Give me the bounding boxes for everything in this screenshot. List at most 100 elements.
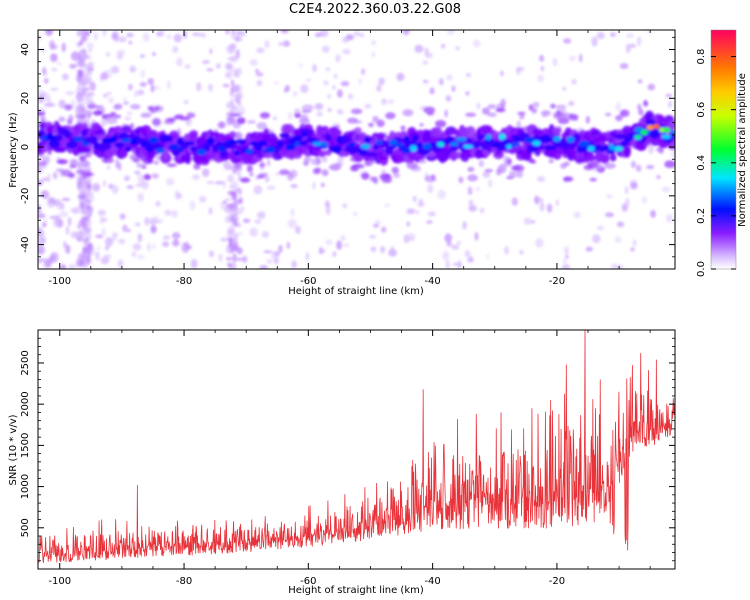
- spectrogram-side-cell: [424, 175, 437, 183]
- spectrogram-peak-cell: [402, 147, 411, 154]
- spectrogram-noise-cell: [283, 89, 289, 93]
- spectrogram-noise-cell: [61, 197, 71, 202]
- spectrogram-noise-cell: [336, 240, 342, 250]
- snr-y-tick-label: 1000: [20, 474, 31, 499]
- spectrogram-noise-cell: [77, 225, 81, 229]
- spectrogram-noise-cell: [99, 216, 104, 225]
- spectrogram-noise-cell: [224, 62, 233, 70]
- figure-title: C2E4.2022.360.03.22.G08: [288, 2, 462, 17]
- spectrogram-noise-cell: [58, 116, 66, 123]
- spectrogram-noise-cell: [630, 247, 635, 252]
- spectrogram-noise-cell: [647, 83, 655, 91]
- spectrogram-noise-cell: [135, 183, 142, 187]
- spectrogram-side-cell: [304, 155, 311, 162]
- spectrogram-noise-cell: [438, 78, 444, 86]
- colorbar-tick-label: 0.0: [696, 261, 707, 277]
- spectrogram-side-cell: [372, 115, 379, 123]
- spectrogram-noise-cell: [94, 31, 98, 41]
- spectrogram-noise-cell: [229, 214, 239, 223]
- colorbar-frame: [710, 29, 737, 270]
- spectrogram-noise-cell: [561, 263, 570, 269]
- spectrogram-peak-cell: [81, 141, 90, 147]
- spectrogram-noise-cell: [422, 79, 429, 84]
- colorbar-gradient: [711, 30, 736, 269]
- spectrogram-noise-cell: [79, 191, 84, 197]
- spectrogram-noise-cell: [58, 99, 66, 109]
- spectrogram-noise-cell: [606, 194, 613, 199]
- spectrogram-noise-cell: [546, 203, 553, 213]
- spectrogram-noise-cell: [238, 196, 243, 204]
- spectrogram-ridge-cell: [623, 146, 631, 158]
- spectrogram-noise-cell: [82, 93, 92, 103]
- spectrogram-noise-cell: [126, 185, 134, 189]
- spectrogram-noise-cell: [134, 90, 138, 98]
- spectrogram-noise-cell: [232, 169, 237, 174]
- spectrogram-side-cell: [77, 163, 82, 170]
- spectrogram-side-cell: [376, 119, 385, 128]
- spectrogram-noise-cell: [102, 93, 108, 98]
- spectrogram-noise-cell: [50, 87, 59, 92]
- spectrogram-side-cell: [555, 104, 567, 110]
- spectrogram-noise-cell: [624, 185, 629, 195]
- spectrogram-noise-cell: [162, 241, 170, 247]
- spectrogram-noise-cell: [352, 212, 358, 216]
- snr-y-tick-label: 2500: [20, 350, 31, 375]
- spectrogram-noise-cell: [539, 55, 545, 62]
- spectrogram-core-cell: [48, 139, 60, 148]
- snr-y-tick-label: 2000: [20, 391, 31, 416]
- spectrogram-side-cell: [43, 102, 56, 107]
- spectrogram-noise-cell: [427, 211, 437, 217]
- spectrogram-noise-cell: [585, 246, 593, 252]
- spectrogram-noise-cell: [294, 225, 301, 234]
- spectrogram-noise-cell: [198, 195, 207, 203]
- spectrogram-noise-cell: [253, 185, 263, 195]
- spectrogram-noise-cell: [384, 203, 390, 208]
- spectrogram-noise-cell: [155, 31, 165, 37]
- spectrogram-core-cell: [114, 142, 125, 148]
- spectrogram-noise-cell: [425, 52, 434, 59]
- spectrogram-noise-cell: [372, 223, 379, 228]
- spectrogram-noise-cell: [442, 250, 450, 261]
- spectrogram-noise-cell: [174, 238, 178, 247]
- spectrogram-noise-cell: [140, 69, 146, 79]
- spectrogram-noise-cell: [648, 144, 655, 154]
- spectrogram-noise-cell: [101, 117, 107, 127]
- spectrogram-side-cell: [541, 110, 548, 118]
- spectrogram-noise-cell: [562, 259, 567, 263]
- spectrogram-noise-cell: [347, 93, 354, 100]
- spectrogram-noise-cell: [182, 241, 190, 246]
- spectrogram-side-cell: [143, 174, 152, 181]
- spectrogram-noise-cell: [537, 74, 544, 83]
- spectrogram-core-cell: [411, 133, 419, 143]
- spectrogram-noise-cell: [69, 159, 77, 164]
- spectrogram-peak-cell: [524, 137, 535, 144]
- spectrogram-peak-cell: [120, 138, 132, 143]
- spectrogram-noise-cell: [152, 85, 160, 91]
- spectrogram-noise-cell: [388, 249, 397, 257]
- spectrogram-noise-cell: [38, 229, 45, 238]
- spectrogram-peak-cell: [422, 143, 432, 150]
- spectrogram-noise-cell: [192, 174, 200, 181]
- spectrogram-noise-cell: [61, 42, 66, 53]
- spectrogram-noise-cell: [234, 209, 239, 217]
- spectrogram-noise-cell: [256, 47, 265, 54]
- snr-y-tick-label: 1500: [20, 433, 31, 458]
- spectrogram-noise-cell: [364, 104, 372, 109]
- spectrogram-noise-cell: [479, 207, 485, 214]
- spectrogram-noise-cell: [596, 31, 605, 40]
- spectrogram-noise-cell: [402, 30, 410, 36]
- snr-y-axis: 500 1000 1500 2000 2500: [20, 337, 675, 562]
- spectrogram-noise-cell: [287, 218, 297, 229]
- spectrogram-noise-cell: [79, 107, 85, 112]
- spectrogram-noise-cell: [42, 66, 47, 76]
- spectrogram-ridge-cell: [330, 128, 342, 137]
- spectrogram-noise-cell: [102, 180, 107, 187]
- spectrogram-noise-cell: [552, 58, 558, 67]
- spectrogram-peak-cell: [312, 141, 323, 146]
- spectrogram-noise-cell: [209, 250, 214, 258]
- spectrogram-noise-cell: [611, 263, 619, 269]
- spectrogram-noise-cell: [118, 161, 122, 171]
- spectrogram-noise-cell: [266, 259, 273, 264]
- spectrogram-noise-cell: [44, 258, 52, 267]
- spectrogram-noise-cell: [380, 246, 386, 254]
